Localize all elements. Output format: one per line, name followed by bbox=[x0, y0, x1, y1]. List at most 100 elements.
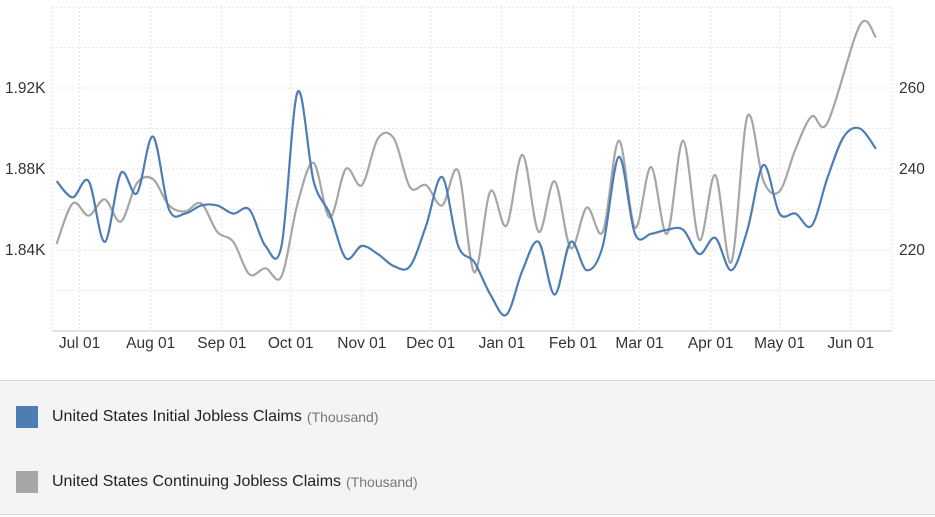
data-point[interactable] bbox=[679, 226, 687, 234]
data-point[interactable] bbox=[792, 145, 800, 153]
data-point[interactable] bbox=[454, 242, 462, 250]
data-point[interactable] bbox=[776, 187, 784, 195]
data-point[interactable] bbox=[245, 206, 253, 214]
data-point[interactable] bbox=[759, 177, 767, 185]
initial-claims-line[interactable] bbox=[55, 90, 877, 317]
data-point[interactable] bbox=[229, 210, 237, 218]
data-point[interactable] bbox=[406, 262, 414, 270]
grid bbox=[51, 6, 893, 332]
data-point[interactable] bbox=[502, 311, 510, 319]
data-point[interactable] bbox=[374, 135, 382, 143]
data-point[interactable] bbox=[551, 177, 559, 185]
data-point[interactable] bbox=[213, 201, 221, 209]
data-point[interactable] bbox=[406, 183, 414, 191]
data-point[interactable] bbox=[743, 226, 751, 234]
legend-unit: (Thousand) bbox=[306, 409, 379, 425]
data-point[interactable] bbox=[294, 199, 302, 207]
legend: United States Initial Jobless Claims (Th… bbox=[0, 380, 935, 515]
data-point[interactable] bbox=[856, 125, 864, 133]
data-point[interactable] bbox=[711, 171, 719, 179]
data-point[interactable] bbox=[294, 88, 302, 96]
data-point[interactable] bbox=[390, 262, 398, 270]
data-point[interactable] bbox=[261, 242, 269, 250]
data-point[interactable] bbox=[679, 137, 687, 145]
data-point[interactable] bbox=[792, 210, 800, 218]
data-point[interactable] bbox=[261, 264, 269, 272]
data-point[interactable] bbox=[486, 291, 494, 299]
data-point[interactable] bbox=[502, 222, 510, 230]
data-point[interactable] bbox=[470, 258, 478, 266]
data-point[interactable] bbox=[422, 222, 430, 230]
data-point[interactable] bbox=[535, 238, 543, 246]
data-point[interactable] bbox=[663, 226, 671, 234]
data-point[interactable] bbox=[486, 187, 494, 195]
data-point[interactable] bbox=[872, 145, 880, 153]
data-point[interactable] bbox=[85, 212, 93, 220]
data-point[interactable] bbox=[535, 228, 543, 236]
data-point[interactable] bbox=[551, 291, 559, 299]
data-point[interactable] bbox=[583, 266, 591, 274]
right-axis: 220 240 260 bbox=[899, 80, 925, 259]
data-point[interactable] bbox=[85, 177, 93, 185]
data-point[interactable] bbox=[245, 270, 253, 278]
data-point[interactable] bbox=[358, 242, 366, 250]
data-point[interactable] bbox=[808, 112, 816, 120]
legend-item-initial-claims[interactable]: United States Initial Jobless Claims (Th… bbox=[16, 405, 378, 429]
data-point[interactable] bbox=[197, 201, 205, 209]
data-point[interactable] bbox=[727, 266, 735, 274]
data-point[interactable] bbox=[438, 173, 446, 181]
data-point[interactable] bbox=[358, 181, 366, 189]
data-point[interactable] bbox=[390, 135, 398, 143]
data-point[interactable] bbox=[326, 210, 334, 218]
data-point[interactable] bbox=[117, 218, 125, 226]
data-point[interactable] bbox=[181, 210, 189, 218]
data-point[interactable] bbox=[438, 201, 446, 209]
data-point[interactable] bbox=[518, 266, 526, 274]
data-point[interactable] bbox=[374, 250, 382, 258]
data-point[interactable] bbox=[856, 21, 864, 29]
data-point[interactable] bbox=[615, 137, 623, 145]
data-point[interactable] bbox=[759, 161, 767, 169]
data-point[interactable] bbox=[149, 175, 157, 183]
data-point[interactable] bbox=[647, 163, 655, 171]
data-point[interactable] bbox=[165, 206, 173, 214]
data-point[interactable] bbox=[133, 189, 141, 197]
data-point[interactable] bbox=[53, 240, 61, 248]
data-point[interactable] bbox=[615, 153, 623, 161]
data-point[interactable] bbox=[743, 112, 751, 120]
data-point[interactable] bbox=[695, 236, 703, 244]
data-point[interactable] bbox=[422, 181, 430, 189]
data-point[interactable] bbox=[727, 258, 735, 266]
data-point[interactable] bbox=[278, 272, 286, 280]
data-point[interactable] bbox=[342, 165, 350, 173]
left-tick-label: 1.88K bbox=[5, 161, 46, 178]
continuing-claims-line[interactable] bbox=[55, 19, 877, 281]
data-point[interactable] bbox=[101, 238, 109, 246]
data-point[interactable] bbox=[454, 167, 462, 175]
data-point[interactable] bbox=[599, 242, 607, 250]
data-point[interactable] bbox=[149, 133, 157, 141]
data-point[interactable] bbox=[776, 210, 784, 218]
data-point[interactable] bbox=[53, 177, 61, 185]
data-point[interactable] bbox=[342, 254, 350, 262]
data-point[interactable] bbox=[229, 238, 237, 246]
data-point[interactable] bbox=[310, 177, 318, 185]
data-point[interactable] bbox=[213, 228, 221, 236]
data-point[interactable] bbox=[808, 222, 816, 230]
data-point[interactable] bbox=[567, 238, 575, 246]
legend-item-continuing-claims[interactable]: United States Continuing Jobless Claims … bbox=[16, 470, 418, 494]
data-point[interactable] bbox=[711, 234, 719, 242]
data-point[interactable] bbox=[631, 230, 639, 238]
data-point[interactable] bbox=[518, 151, 526, 159]
data-point[interactable] bbox=[695, 250, 703, 258]
data-point[interactable] bbox=[824, 173, 832, 181]
data-point[interactable] bbox=[647, 230, 655, 238]
data-point[interactable] bbox=[69, 193, 77, 201]
data-point[interactable] bbox=[101, 195, 109, 203]
data-point[interactable] bbox=[278, 242, 286, 250]
data-point[interactable] bbox=[117, 169, 125, 177]
data-point[interactable] bbox=[872, 33, 880, 41]
data-point[interactable] bbox=[840, 133, 848, 141]
data-point[interactable] bbox=[824, 118, 832, 126]
data-point[interactable] bbox=[583, 203, 591, 211]
